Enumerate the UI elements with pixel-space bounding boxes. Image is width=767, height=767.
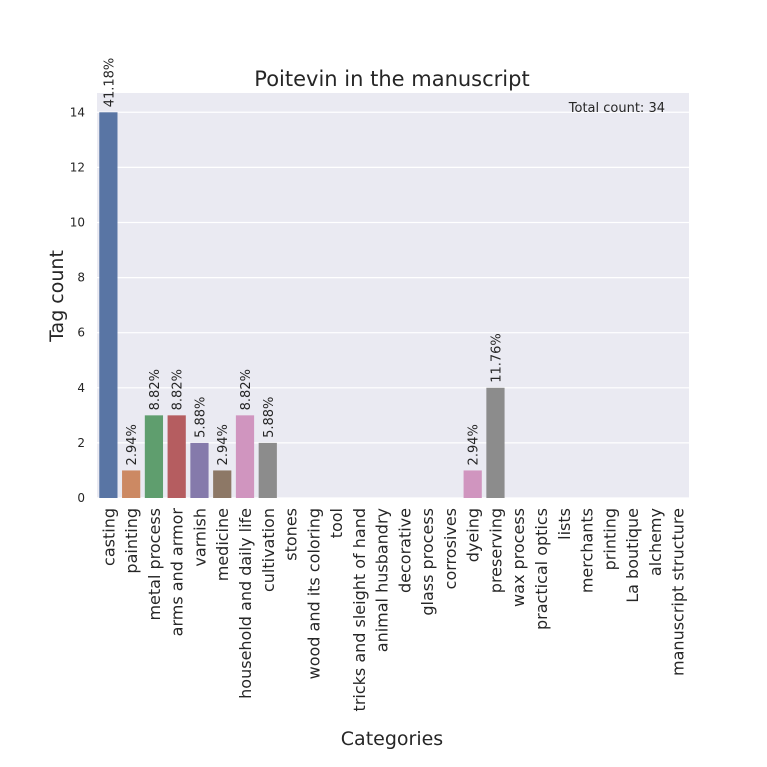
data-label: 8.82% (239, 369, 254, 410)
x-tick-label: cultivation (259, 508, 278, 592)
data-label: 2.94% (216, 424, 231, 465)
x-tick-label: lists (555, 508, 574, 540)
x-tick-label: tool (327, 508, 346, 538)
x-tick-label: dyeing (464, 508, 483, 562)
data-label: 2.94% (467, 424, 482, 465)
x-tick-label: alchemy (646, 508, 665, 576)
x-tick-label: practical optics (532, 508, 551, 630)
bar (463, 470, 482, 498)
x-tick-label: La boutique (623, 508, 642, 603)
data-label: 2.94% (125, 424, 140, 465)
bar (235, 415, 255, 498)
x-tick-label: painting (122, 508, 141, 574)
x-tick-label: preserving (486, 508, 505, 593)
bar (486, 387, 505, 498)
x-tick-label: corrosives (441, 508, 460, 589)
x-tick-label: wood and its coloring (304, 508, 323, 679)
y-tick-label: 10 (70, 215, 85, 229)
bar (258, 442, 277, 498)
x-tick-label: arms and armor (168, 508, 187, 637)
data-label: 5.88% (262, 397, 277, 438)
data-label: 11.76% (489, 333, 504, 383)
x-tick-label: wax process (509, 508, 528, 607)
bar (213, 470, 232, 498)
x-axis-ticks: casting painting metal process arms and arm… (99, 508, 687, 712)
x-tick-label: household and daily life (236, 508, 255, 699)
y-tick-label: 2 (77, 436, 85, 450)
x-tick-label: decorative (395, 508, 414, 593)
y-tick-label: 8 (77, 271, 85, 285)
y-tick-label: 14 (70, 105, 85, 119)
x-tick-label: manuscript structure (669, 508, 688, 676)
bar (99, 112, 118, 499)
chart-title: Poitevin in the manuscript (254, 67, 529, 91)
x-tick-label: tricks and sleight of hand (350, 508, 369, 711)
x-tick-label: varnish (190, 508, 209, 567)
x-tick-label: animal husbandry (373, 508, 392, 652)
data-label: 8.82% (148, 369, 163, 410)
x-tick-label: glass process (418, 508, 437, 616)
y-tick-label: 0 (77, 491, 85, 505)
plot-area (97, 93, 689, 498)
total-count-annotation: Total count: 34 (568, 101, 665, 116)
data-label: 8.82% (171, 369, 186, 410)
data-label: 41.18% (102, 58, 117, 108)
y-tick-label: 6 (77, 326, 85, 340)
x-tick-label: metal process (145, 508, 164, 621)
bar (122, 470, 141, 498)
x-tick-label: casting (99, 508, 118, 566)
y-axis-label: Tag count (46, 250, 68, 343)
data-labels: 41.18% 2.94% 8.82% 8.82% 5.88% 2.94% 8.82% 5.88… (102, 58, 504, 466)
x-axis-label: Categories (341, 728, 443, 750)
bar (190, 442, 209, 498)
y-axis-ticks: 0 2 4 6 8 10 12 14 (70, 105, 85, 505)
y-tick-label: 12 (70, 160, 85, 174)
x-tick-label: stones (282, 508, 301, 561)
y-tick-label: 4 (77, 381, 85, 395)
x-tick-label: printing (600, 508, 619, 570)
data-label: 5.88% (193, 397, 208, 438)
bar (144, 415, 164, 498)
x-tick-label: medicine (213, 508, 232, 581)
bars (99, 112, 505, 499)
bar (167, 415, 186, 498)
x-tick-label: merchants (578, 508, 597, 593)
